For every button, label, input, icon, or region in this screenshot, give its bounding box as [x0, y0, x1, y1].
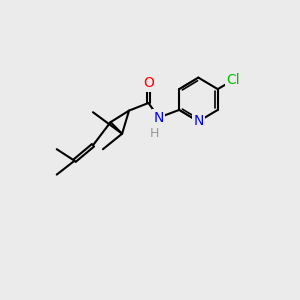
Text: H: H — [150, 127, 160, 140]
Text: N: N — [193, 115, 203, 128]
Text: N: N — [154, 110, 164, 124]
Text: Cl: Cl — [226, 73, 240, 87]
Text: O: O — [143, 76, 154, 90]
